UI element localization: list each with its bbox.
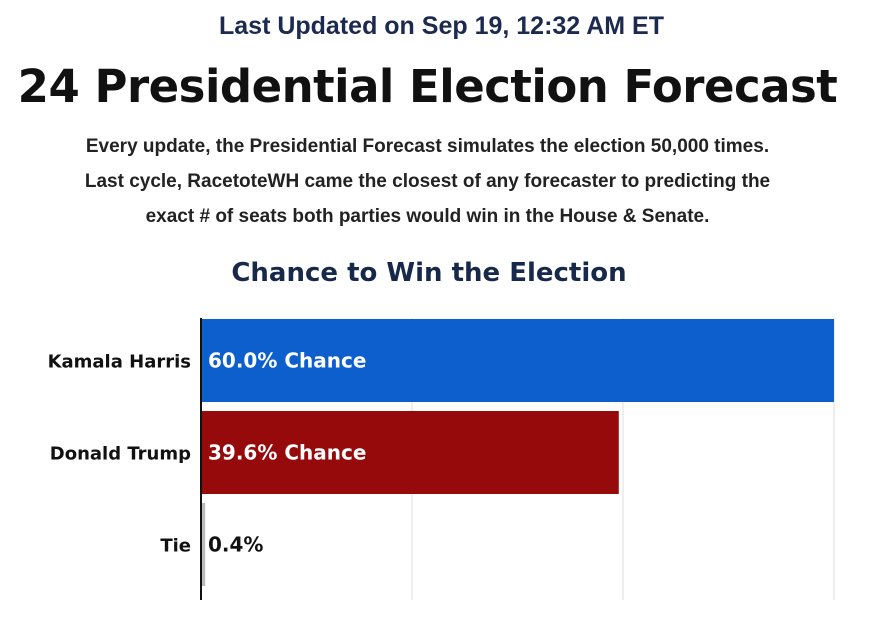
win-chance-bar-chart: 60.0% Chance Kamala Harris 39.6% Chance Don… bbox=[48, 318, 835, 600]
category-label: Donald Trump bbox=[50, 444, 191, 465]
page-title: 24 Presidential Election Forecast bbox=[17, 60, 838, 113]
data-label: 0.4% bbox=[208, 533, 263, 557]
description-line: Every update, the Presidential Forecast … bbox=[85, 136, 770, 157]
forecast-description: Every update, the Presidential Forecast … bbox=[0, 129, 855, 234]
data-label: 60.0% Chance bbox=[208, 349, 366, 373]
chart-title: Chance to Win the Election bbox=[231, 258, 627, 288]
category-label: Kamala Harris bbox=[48, 352, 191, 373]
last-updated-text: Last Updated on Sep 19, 12:32 AM ET bbox=[218, 12, 664, 40]
bar bbox=[201, 411, 619, 494]
bar bbox=[201, 503, 206, 586]
bar bbox=[201, 319, 834, 402]
data-label: 39.6% Chance bbox=[208, 441, 366, 465]
category-label: Tie bbox=[160, 536, 191, 557]
description-line: Last cycle, RacetoteWH came the closest … bbox=[84, 171, 771, 192]
description-line: exact # of seats both parties would win … bbox=[145, 206, 710, 227]
